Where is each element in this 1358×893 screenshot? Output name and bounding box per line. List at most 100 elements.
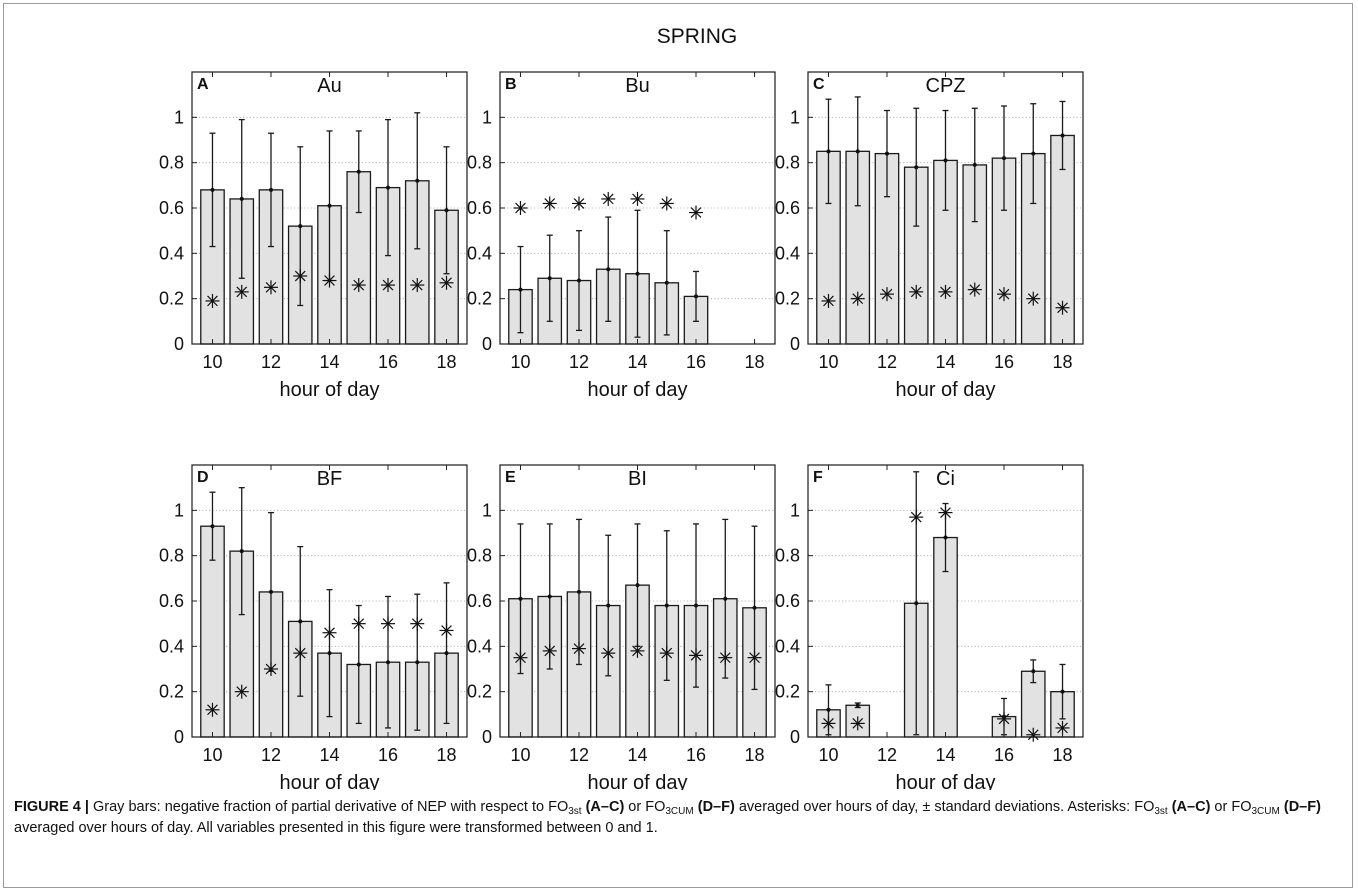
bar-mean-dot [386, 185, 391, 190]
asterisk-stroke [823, 295, 834, 307]
panel-letter: A [197, 76, 209, 93]
asterisk-stroke [852, 718, 864, 729]
bar-mean-dot [884, 151, 889, 156]
y-tick-label: 0.2 [775, 289, 800, 309]
y-tick-label: 0 [482, 727, 492, 747]
x-tick-label: 18 [437, 745, 457, 765]
asterisk-stroke [382, 279, 394, 291]
x-tick-label: 18 [745, 352, 765, 372]
x-tick-label: 18 [745, 745, 765, 765]
x-tick-label: 10 [510, 745, 530, 765]
asterisk-marker [909, 510, 924, 525]
x-axis-label: hour of day [587, 772, 687, 790]
x-axis-label: hour of day [587, 379, 687, 401]
asterisk-marker [630, 191, 645, 206]
x-tick-label: 18 [1053, 352, 1073, 372]
bar-mean-dot [518, 287, 523, 292]
asterisk-marker [1055, 720, 1070, 735]
asterisk-stroke [353, 279, 365, 291]
y-tick-label: 0.6 [775, 591, 800, 611]
bar-mean-dot [664, 603, 669, 608]
panel-d: 0 0.2 0.4 0.6 0.8 1 10 12 14 16 18 hour of day D BF [159, 464, 468, 790]
asterisk-marker [205, 293, 220, 308]
asterisk-marker [410, 616, 425, 631]
bar-mean-dot [1002, 156, 1007, 161]
asterisk-marker [542, 643, 557, 658]
bar-mean-dot [444, 651, 449, 656]
bar-mean-dot [415, 660, 420, 665]
bar-mean-dot [694, 603, 699, 608]
y-tick-label: 0 [482, 334, 492, 354]
x-tick-label: 10 [818, 745, 838, 765]
bar-mean-dot [239, 196, 244, 201]
bar-mean-dot [327, 651, 332, 656]
bar-mean-dot [298, 619, 303, 624]
panel-title: BI [628, 468, 647, 490]
x-tick-label: 10 [510, 352, 530, 372]
bar-mean-dot [210, 524, 215, 529]
caption-ref-ac-2: (A–C) [1167, 799, 1211, 815]
y-tick-label: 1 [482, 107, 492, 127]
panel-title: Au [317, 75, 341, 97]
x-tick-label: 16 [686, 352, 706, 372]
caption-ref-df: (D–F) [693, 799, 735, 815]
y-tick-label: 0.8 [159, 153, 184, 173]
asterisk-marker [821, 293, 836, 308]
bar-mean-dot [752, 605, 757, 610]
asterisk-stroke [823, 718, 834, 729]
asterisk-marker [293, 269, 308, 283]
bar-mean-dot [576, 589, 581, 594]
bar-mean-dot [327, 203, 332, 208]
asterisk-stroke [881, 288, 893, 300]
asterisk-marker [293, 646, 308, 661]
asterisk-marker [601, 646, 616, 661]
x-tick-label: 12 [877, 352, 897, 372]
y-tick-label: 0.2 [467, 682, 492, 702]
bar-mean-dot [518, 596, 523, 601]
asterisk-stroke [544, 645, 556, 657]
panel-letter: F [813, 469, 823, 486]
bar-mean-dot [1060, 689, 1065, 694]
asterisk-marker [938, 505, 953, 520]
x-tick-label: 16 [686, 745, 706, 765]
y-tick-label: 0.4 [467, 636, 492, 656]
y-tick-label: 0.8 [775, 546, 800, 566]
asterisk-stroke [265, 281, 277, 293]
panel-a: 0 0.2 0.4 0.6 0.8 1 10 12 14 16 18 hour of day A Au [159, 71, 468, 401]
asterisk-stroke [324, 275, 335, 286]
asterisk-stroke [573, 198, 585, 209]
bar-mean-dot [694, 294, 699, 299]
x-tick-label: 16 [378, 352, 398, 372]
y-tick-label: 0.8 [467, 153, 492, 173]
y-tick-label: 0.4 [467, 243, 492, 263]
asterisk-stroke [382, 618, 394, 630]
bar-mean-dot [356, 662, 361, 667]
bar-mean-dot [210, 187, 215, 192]
bar-mean-dot [1031, 151, 1036, 156]
asterisk-stroke [940, 286, 951, 298]
y-tick-label: 0 [174, 727, 184, 747]
asterisk-marker [263, 662, 278, 676]
asterisk-marker [1026, 291, 1041, 306]
asterisk-stroke [294, 270, 306, 282]
x-tick-label: 12 [877, 745, 897, 765]
x-axis-label: hour of day [895, 379, 995, 401]
asterisk-stroke [207, 704, 218, 716]
asterisk-stroke [632, 193, 643, 205]
asterisk-stroke [441, 625, 452, 636]
y-tick-label: 0.2 [467, 289, 492, 309]
asterisk-marker [571, 641, 586, 656]
x-tick-label: 10 [202, 352, 222, 372]
caption-ref-df-2: (D–F) [1279, 799, 1321, 815]
asterisk-marker [1026, 727, 1041, 742]
y-tick-label: 0.6 [467, 591, 492, 611]
bar-mean-dot [635, 271, 640, 276]
asterisk-stroke [969, 284, 981, 295]
bar-mean-dot [723, 596, 728, 601]
y-tick-label: 0.6 [467, 198, 492, 218]
asterisk-marker [513, 650, 528, 665]
x-axis-label: hour of day [895, 772, 995, 790]
caption-label: FIGURE 4 | [14, 799, 89, 815]
x-tick-label: 12 [261, 745, 281, 765]
y-tick-label: 0.2 [159, 682, 184, 702]
